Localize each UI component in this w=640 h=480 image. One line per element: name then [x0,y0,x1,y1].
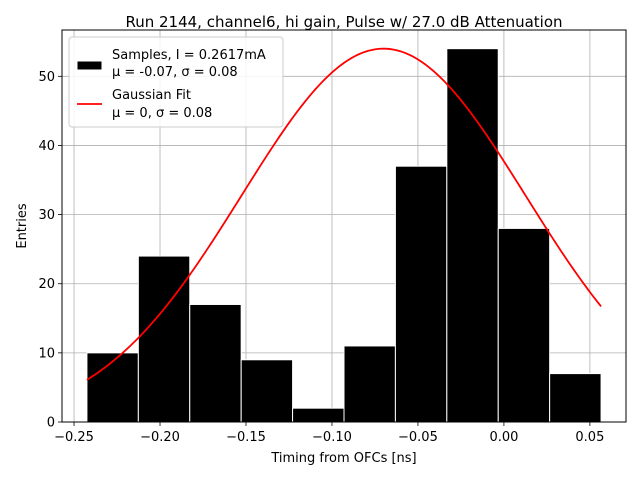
histogram-bar [497,227,551,423]
chart-title: Run 2144, channel6, hi gain, Pulse w/ 27… [125,13,562,31]
histogram-bar [292,407,345,423]
legend: Samples, I = 0.2617mA μ = -0.07, σ = 0.0… [68,36,284,128]
x-tick-label: −0.15 [226,430,266,445]
y-tick-label: 40 [38,139,55,154]
legend-fit-label: Gaussian Fit [112,88,191,103]
histogram-bar [189,303,242,423]
histogram-bar [549,373,602,423]
histogram-bar [446,48,499,423]
legend-samples-swatch [76,60,103,71]
histogram-bar [343,345,396,423]
histogram-bars [86,48,602,423]
histogram-bar [137,255,191,423]
histogram-bar [394,165,448,423]
y-tick-label: 10 [38,346,55,361]
y-axis-label: Entries [15,203,30,249]
legend-box [68,36,284,128]
legend-fit-stats: μ = 0, σ = 0.08 [112,106,212,121]
axis-ticks: −0.25 −0.20 −0.15 −0.10 −0.05 0.00 0.05 0 10 20 30… [38,70,604,445]
x-tick-label: 0.05 [575,430,604,445]
plot-frame [61,29,627,423]
y-tick-label: 20 [38,277,55,292]
x-tick-label: 0.00 [489,430,518,445]
x-tick-label: −0.05 [398,430,438,445]
x-tick-label: −0.10 [312,430,352,445]
histogram-bar [240,359,294,423]
y-tick-label: 50 [38,70,55,85]
gaussian-fit-curve [86,47,602,381]
x-axis-label: Timing from OFCs [ns] [270,451,416,466]
y-tick-label: 30 [38,208,55,223]
x-tick-label: −0.20 [140,430,180,445]
x-tick-label: −0.25 [54,430,94,445]
histogram-bar [86,352,139,423]
y-tick-label: 0 [47,416,55,431]
legend-samples-label: Samples, I = 0.2617mA [112,48,266,63]
legend-samples-stats: μ = -0.07, σ = 0.08 [112,65,238,80]
